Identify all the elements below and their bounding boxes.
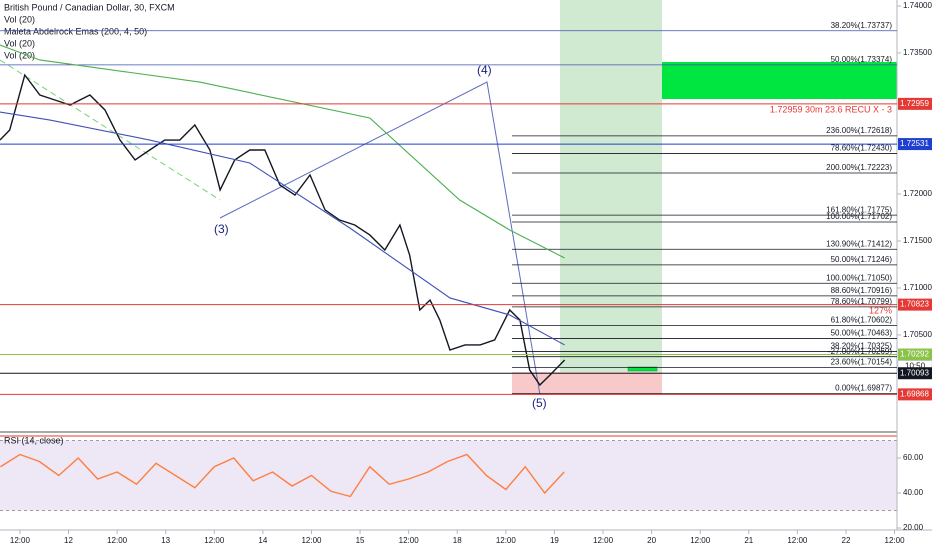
indicator: Maleta Abdelrock Emas (200, 4, 50) — [4, 26, 147, 36]
x-tick-label: 12:00 — [787, 536, 808, 545]
x-tick-label: 18 — [453, 536, 462, 545]
stop-zone — [512, 372, 662, 395]
x-tick-label: 20 — [647, 536, 656, 545]
x-tick-label: 12:00 — [204, 536, 225, 545]
price-badge-label: 1.72531 — [900, 139, 929, 148]
fib-label: 130.90%(1.71412) — [826, 239, 892, 248]
price-line — [0, 44, 565, 259]
y-tick-label: 1.71500 — [903, 236, 932, 245]
annotation: 127% — [869, 305, 892, 315]
x-tick-label: 15 — [356, 536, 365, 545]
fib-label: 78.60%(1.72430) — [831, 144, 893, 153]
x-tick-label: 12:00 — [107, 536, 128, 545]
trend-line — [0, 59, 221, 201]
price-badge — [898, 138, 932, 151]
pane-gap — [0, 430, 897, 436]
target-box — [662, 62, 897, 99]
x-tick-label: 12 — [64, 536, 73, 545]
price-line — [0, 111, 565, 346]
price-badge — [898, 348, 932, 361]
x-tick-label: 12:00 — [399, 536, 420, 545]
price-badge-label: 1.70823 — [900, 300, 929, 309]
entry-box — [627, 366, 658, 372]
y-tick-label: 60.00 — [903, 453, 924, 462]
x-tick-label: 12:00 — [301, 536, 322, 545]
x-tick-label: 12:00 — [10, 536, 31, 545]
x-tick-label: 21 — [744, 536, 753, 545]
price-badge-label: 1.69868 — [900, 389, 929, 398]
y-tick-label: 1.72000 — [903, 189, 932, 198]
price-badge — [898, 97, 932, 110]
indicator: Vol (20) — [4, 14, 35, 24]
y-tick-label: 1.71000 — [903, 283, 932, 292]
fib-label: 88.60%(1.70916) — [831, 286, 893, 295]
wave-label: (4) — [477, 63, 492, 77]
fib-label: 161.80%(1.71775) — [826, 205, 892, 214]
fib-label: 50.00%(1.71246) — [831, 255, 893, 264]
x-tick-label: 14 — [258, 536, 267, 545]
fib-label: 38.20%(1.73737) — [831, 21, 893, 30]
fib-label: 23.60%(1.70154) — [831, 358, 893, 367]
x-tick-label: 19 — [550, 536, 559, 545]
x-tick-label: 12:00 — [496, 536, 517, 545]
fib-label: 38.20%(1.70325) — [831, 342, 893, 351]
countdown: 10:50 — [905, 362, 926, 371]
fib-label: 50.00%(1.70463) — [831, 329, 893, 338]
wave-label: (3) — [214, 222, 229, 236]
y-tick-label: 20.00 — [903, 523, 924, 532]
fib-label: 0.00%(1.69877) — [835, 384, 892, 393]
wave-label: (5) — [532, 396, 547, 410]
x-tick-label: 12:00 — [690, 536, 711, 545]
target-zone — [560, 0, 662, 395]
x-tick-label: 12:00 — [885, 536, 906, 545]
fib-label: -27.00%(1.70269) — [828, 347, 892, 356]
indicator: Vol (20) — [4, 50, 35, 60]
price-badge-label: 1.72959 — [900, 99, 929, 108]
y-tick-label: 1.74000 — [903, 1, 932, 10]
fib-label: 78.60%(1.70799) — [831, 297, 893, 306]
fib-label: 100.00%(1.71050) — [826, 273, 892, 282]
price-badge — [898, 367, 932, 380]
fib-label: 200.00%(1.72223) — [826, 163, 892, 172]
fib-label: 50.00%(1.73374) — [831, 55, 893, 64]
rsi-title: RSI (14, close) — [4, 435, 64, 445]
indicator: Vol (20) — [4, 38, 35, 48]
price-badge-label: 1.70292 — [900, 350, 929, 359]
rsi-line — [0, 453, 565, 498]
wave-line — [219, 81, 541, 396]
y-tick-label: 40.00 — [903, 488, 924, 497]
rsi-band — [0, 440, 897, 511]
fib-label: 61.80%(1.70602) — [831, 315, 893, 324]
price-line — [0, 73, 566, 387]
chart-title: British Pound / Canadian Dollar, 30, FXC… — [4, 2, 175, 12]
price-badge — [898, 388, 932, 401]
price-badge-label: 1.70093 — [900, 368, 929, 377]
x-tick-label: 13 — [161, 536, 170, 545]
fib-label: 236.00%(1.72618) — [826, 126, 892, 135]
fib-label: 100.00%(1.71702) — [826, 212, 892, 221]
x-tick-label: 22 — [842, 536, 851, 545]
x-tick-label: 12:00 — [593, 536, 614, 545]
annotation: 1.72959 30m 23.6 RECU X - 3 — [770, 104, 892, 114]
y-tick-label: 1.70500 — [903, 330, 932, 339]
y-tick-label: 1.73500 — [903, 48, 932, 57]
price-badge — [898, 298, 932, 311]
